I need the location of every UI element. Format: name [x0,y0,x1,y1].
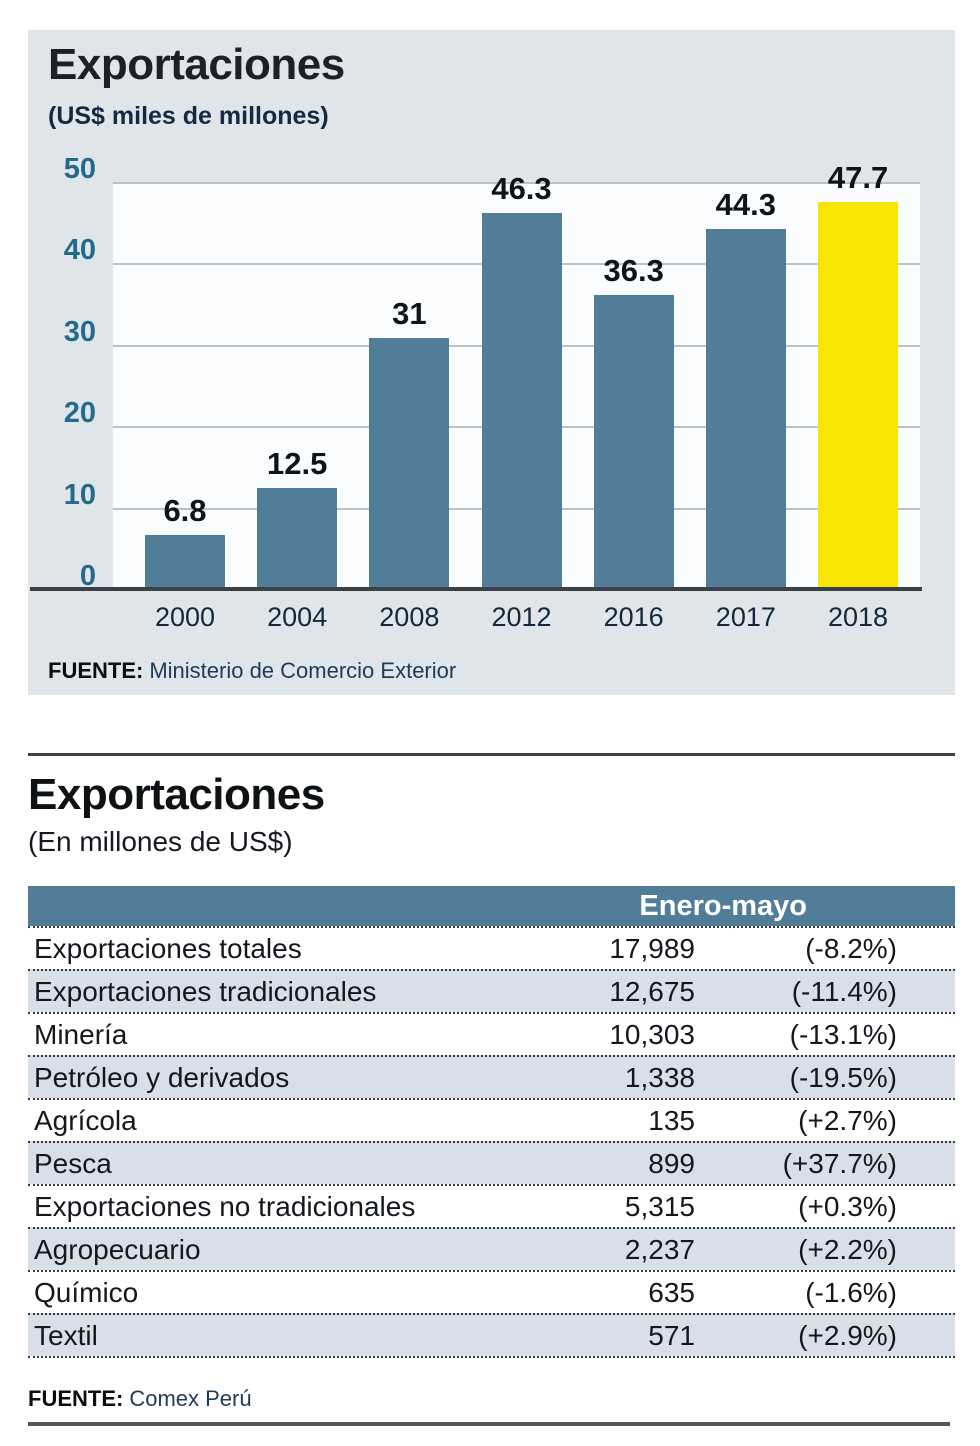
x-tick-label-2008: 2008 [379,602,440,632]
x-tick-label-2012: 2012 [491,602,552,632]
bar-2004 [257,488,338,590]
row-label: Exportaciones totales [34,932,302,964]
row-percent-change: (+37.7%) [782,1147,897,1179]
y-tick-label-20: 20 [63,397,96,430]
table-source-text: Comex Perú [129,1386,252,1411]
row-value: 1,338 [624,1061,695,1093]
table-subtitle: (En millones de US$) [28,826,293,857]
row-percent-change: (-11.4%) [791,975,897,1007]
row-value: 635 [648,1276,695,1308]
row-label: Pesca [34,1147,112,1179]
row-label: Minería [34,1018,128,1050]
row-value: 17,989 [609,932,695,964]
table-body: Exportaciones totales 17,989 (-8.2%) Export… [28,926,955,1358]
chart-title: Exportaciones [48,40,345,89]
row-percent-change: (-8.2%) [805,932,897,964]
bar-value-label-2004: 12.5 [266,446,328,482]
table-row: Textil 571 (+2.9%) [28,1313,955,1356]
row-percent-change: (+2.9%) [798,1319,897,1351]
bar-value-label-2018: 47.7 [827,159,889,195]
table-title: Exportaciones [28,770,325,819]
plot-area: 6.8 12.5 31 46.3 36.3 44.3 47.7 [113,160,920,590]
row-percent-change: (-13.1%) [789,1018,897,1050]
table-header-row: Enero-mayo [28,886,955,926]
table-row: Exportaciones no tradicionales 5,315 (+0.3… [28,1184,955,1227]
table-row: Exportaciones totales 17,989 (-8.2%) [28,926,955,969]
row-value: 2,237 [624,1233,695,1265]
row-label: Agropecuario [34,1233,201,1265]
row-value: 571 [648,1319,695,1351]
chart-source-label: FUENTE: [48,658,144,683]
exports-table: Enero-mayo Exportaciones totales 17,989 (-… [28,886,955,1358]
x-tick-label-2000: 2000 [154,602,216,632]
row-label: Agrícola [34,1104,137,1136]
bar-2008 [369,337,450,590]
table-header-label: Enero-mayo [639,889,807,922]
bar-value-label-2012: 46.3 [491,171,552,207]
table-source-label: FUENTE: [28,1386,124,1411]
chart-source-text: Ministerio de Comercio Exterior [149,658,457,683]
bar-2016 [593,294,674,590]
table-section: Exportaciones (En millones de US$) Enero… [28,753,955,1426]
section-divider [28,753,955,756]
bar-2018 [818,201,899,590]
y-tick-label-10: 10 [63,478,96,511]
gridline-50 [113,182,920,184]
row-label: Exportaciones tradicionales [34,975,377,1007]
bar-2000 [145,534,225,590]
x-tick-label-2017: 2017 [715,602,776,632]
row-value: 135 [648,1104,695,1136]
x-tick-label-2018: 2018 [827,602,889,632]
y-tick-label-0: 0 [79,560,96,592]
bar-2012 [481,213,562,590]
y-tick-label-50: 50 [63,153,96,185]
row-label: Exportaciones no tradicionales [34,1190,416,1222]
bar-value-label-2017: 44.3 [715,187,777,223]
y-tick-label-40: 40 [63,234,96,267]
x-tick-label-2004: 2004 [267,602,328,632]
table-row: Agrícola 135 (+2.7%) [28,1098,955,1141]
chart-source: FUENTE: Ministerio de Comercio Exterior [48,658,456,684]
bar-2017 [705,229,786,590]
bottom-rule [28,1422,950,1426]
row-percent-change: (+2.2%) [798,1233,897,1265]
table-source: FUENTE: Comex Perú [28,1386,955,1412]
row-percent-change: (+2.7%) [798,1104,897,1136]
bar-value-label-2016: 36.3 [603,252,664,288]
row-label: Químico [34,1276,139,1308]
chart-subtitle: (US$ miles de millones) [48,102,329,130]
row-percent-change: (-1.6%) [805,1276,897,1308]
y-tick-label-30: 30 [63,315,96,348]
bar-value-label-2008: 31 [392,295,427,331]
row-label: Petróleo y derivados [34,1061,290,1093]
table-row: Pesca 899 (+37.7%) [28,1141,955,1184]
x-tick-label-2016: 2016 [603,602,664,632]
row-value: 899 [648,1147,695,1179]
export-chart-card: Exportaciones (US$ miles de millones) 6.… [28,30,955,695]
row-label: Textil [34,1319,98,1351]
row-value: 10,303 [609,1018,695,1050]
table-row: Petróleo y derivados 1,338 (-19.5%) [28,1055,955,1098]
bar-value-label-2000: 6.8 [163,492,207,528]
table-row: Agropecuario 2,237 (+2.2%) [28,1227,955,1270]
table-row: Minería 10,303 (-13.1%) [28,1012,955,1055]
row-percent-change: (+0.3%) [798,1190,897,1222]
x-axis-baseline [30,587,922,591]
row-value: 5,315 [624,1190,695,1222]
row-value: 12,675 [609,975,695,1007]
table-row: Exportaciones tradicionales 12,675 (-11.4%… [28,969,955,1012]
table-row: Químico 635 (-1.6%) [28,1270,955,1313]
row-percent-change: (-19.5%) [789,1061,897,1093]
